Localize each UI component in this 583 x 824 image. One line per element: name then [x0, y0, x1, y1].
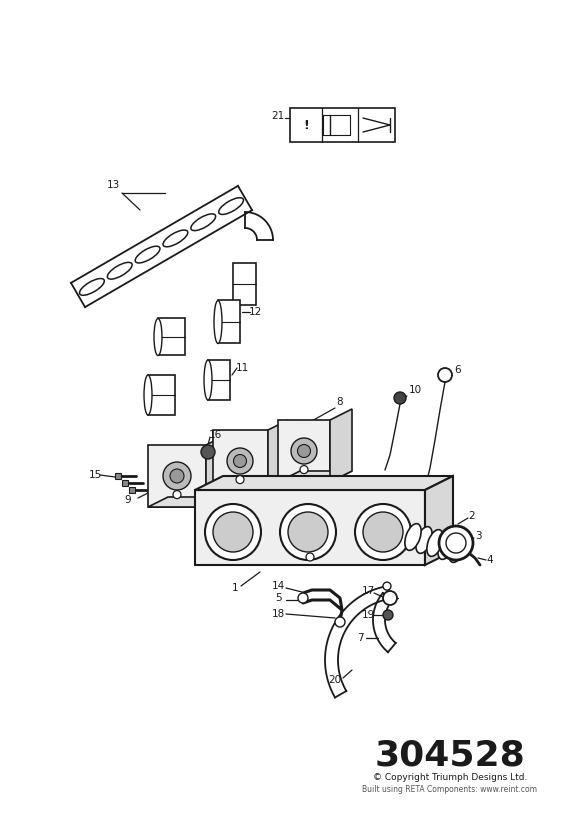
Ellipse shape — [163, 230, 188, 246]
Polygon shape — [206, 435, 226, 507]
Circle shape — [236, 475, 244, 484]
Circle shape — [394, 392, 406, 404]
Text: Built using RETA Components: www.reint.com: Built using RETA Components: www.reint.c… — [363, 785, 538, 794]
Circle shape — [170, 469, 184, 483]
Text: 13: 13 — [106, 180, 120, 190]
Text: 14: 14 — [271, 581, 285, 591]
Circle shape — [300, 466, 308, 474]
Circle shape — [355, 504, 411, 560]
Polygon shape — [268, 420, 288, 492]
Polygon shape — [195, 476, 453, 490]
Text: 21: 21 — [271, 111, 285, 121]
Circle shape — [298, 593, 308, 603]
Circle shape — [297, 444, 311, 457]
Polygon shape — [425, 476, 453, 565]
Text: 3: 3 — [475, 531, 482, 541]
Ellipse shape — [135, 246, 160, 263]
Text: 1: 1 — [231, 583, 238, 593]
Text: 19: 19 — [361, 610, 375, 620]
Polygon shape — [208, 360, 230, 400]
Polygon shape — [278, 420, 330, 482]
Ellipse shape — [154, 319, 162, 355]
Text: 16: 16 — [208, 430, 222, 440]
Ellipse shape — [79, 279, 104, 295]
Circle shape — [163, 462, 191, 490]
Text: 304528: 304528 — [375, 739, 525, 773]
Circle shape — [383, 610, 393, 620]
Text: 6: 6 — [455, 365, 461, 375]
Ellipse shape — [438, 532, 454, 559]
Ellipse shape — [107, 262, 132, 279]
Polygon shape — [195, 490, 425, 565]
Text: 12: 12 — [248, 307, 262, 317]
Circle shape — [306, 553, 314, 561]
Text: !: ! — [303, 119, 309, 132]
Circle shape — [439, 526, 473, 560]
Circle shape — [438, 368, 452, 382]
Text: 20: 20 — [328, 675, 342, 685]
Text: 9: 9 — [125, 495, 131, 505]
Polygon shape — [148, 375, 175, 415]
Circle shape — [288, 512, 328, 552]
Ellipse shape — [191, 214, 216, 231]
Circle shape — [446, 533, 466, 553]
Ellipse shape — [219, 198, 244, 214]
Ellipse shape — [416, 527, 432, 554]
Text: 5: 5 — [275, 593, 282, 603]
Polygon shape — [115, 473, 121, 479]
Circle shape — [335, 617, 345, 627]
Text: 18: 18 — [271, 609, 285, 619]
Polygon shape — [233, 263, 256, 305]
Ellipse shape — [449, 536, 465, 562]
Circle shape — [363, 512, 403, 552]
Circle shape — [205, 504, 261, 560]
Text: 11: 11 — [236, 363, 248, 373]
Text: 8: 8 — [337, 397, 343, 407]
Ellipse shape — [144, 375, 152, 415]
Text: 4: 4 — [487, 555, 493, 565]
Text: 2: 2 — [469, 511, 475, 521]
Polygon shape — [218, 300, 240, 343]
Polygon shape — [213, 482, 288, 492]
Polygon shape — [158, 318, 185, 355]
Text: 17: 17 — [361, 586, 375, 596]
Text: 10: 10 — [409, 385, 422, 395]
Text: © Copyright Triumph Designs Ltd.: © Copyright Triumph Designs Ltd. — [373, 774, 527, 783]
Circle shape — [383, 591, 397, 605]
Text: 7: 7 — [357, 633, 363, 643]
Text: 15: 15 — [89, 470, 101, 480]
Ellipse shape — [405, 523, 421, 550]
Circle shape — [173, 490, 181, 499]
Polygon shape — [122, 480, 128, 486]
Ellipse shape — [204, 360, 212, 400]
Polygon shape — [148, 497, 226, 507]
Polygon shape — [148, 445, 206, 507]
Polygon shape — [330, 409, 352, 482]
Polygon shape — [129, 487, 135, 493]
Circle shape — [201, 445, 215, 459]
Bar — [290, 108, 395, 142]
Ellipse shape — [427, 530, 443, 556]
Polygon shape — [278, 471, 352, 482]
Circle shape — [234, 455, 247, 467]
Polygon shape — [213, 430, 268, 492]
Circle shape — [383, 582, 391, 590]
Ellipse shape — [394, 521, 410, 547]
Ellipse shape — [214, 301, 222, 344]
Circle shape — [213, 512, 253, 552]
Circle shape — [291, 438, 317, 464]
Circle shape — [280, 504, 336, 560]
Circle shape — [227, 448, 253, 474]
